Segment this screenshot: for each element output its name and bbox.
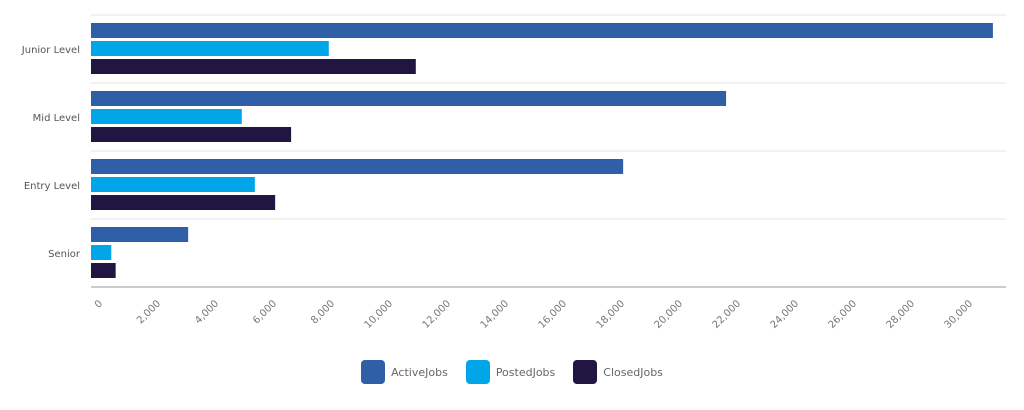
legend-label: ClosedJobs (603, 365, 663, 379)
legend-item-postedjobs[interactable]: PostedJobs (465, 360, 556, 384)
category-label: Senior (48, 249, 81, 260)
bar-postedjobs[interactable] (91, 41, 329, 56)
bar-activejobs[interactable] (91, 23, 993, 38)
bar-closedjobs[interactable] (91, 195, 276, 210)
x-tick-label: 24,000 (769, 298, 802, 331)
bar-activejobs[interactable] (91, 91, 727, 106)
bar-closedjobs[interactable] (91, 127, 292, 142)
bar-closedjobs[interactable] (91, 263, 116, 278)
legend-item-activejobs[interactable]: ActiveJobs (361, 360, 448, 384)
bar-closedjobs[interactable] (91, 59, 416, 74)
bar-postedjobs[interactable] (91, 245, 112, 260)
x-tick-label: 12,000 (421, 298, 454, 331)
x-tick-label: 14,000 (479, 298, 512, 331)
legend-item-closedjobs[interactable]: ClosedJobs (573, 360, 663, 384)
x-tick-label: 22,000 (711, 298, 744, 331)
x-tick-label: 30,000 (943, 298, 976, 331)
bar-chart: Junior Level Mid Level Entry Level Senior 0 2… (21, 14, 1006, 331)
bar-activejobs[interactable] (91, 227, 189, 242)
x-tick-label: 4,000 (193, 298, 221, 326)
bar-postedjobs[interactable] (91, 109, 242, 124)
bar-postedjobs[interactable] (91, 177, 255, 192)
category-label: Junior Level (21, 45, 80, 56)
x-tick-label: 6,000 (251, 298, 279, 326)
bar-activejobs[interactable] (91, 159, 624, 174)
x-tick-label: 0 (93, 298, 105, 310)
x-tick-label: 2,000 (135, 298, 163, 326)
legend-label: PostedJobs (495, 365, 556, 379)
x-tick-label: 28,000 (885, 298, 918, 331)
x-tick-label: 8,000 (309, 298, 337, 326)
x-tick-label: 16,000 (537, 298, 570, 331)
category-label: Mid Level (33, 113, 80, 124)
legend-swatch (573, 360, 598, 384)
legend: ActiveJobs PostedJobs ClosedJobs (0, 360, 1024, 384)
legend-swatch (465, 360, 490, 384)
legend-swatch (361, 360, 386, 384)
x-tick-label: 10,000 (363, 298, 396, 331)
x-tick-label: 26,000 (827, 298, 860, 331)
x-tick-label: 20,000 (653, 298, 686, 331)
x-tick-label: 18,000 (595, 298, 628, 331)
category-label: Entry Level (24, 181, 80, 192)
legend-label: ActiveJobs (391, 365, 448, 379)
